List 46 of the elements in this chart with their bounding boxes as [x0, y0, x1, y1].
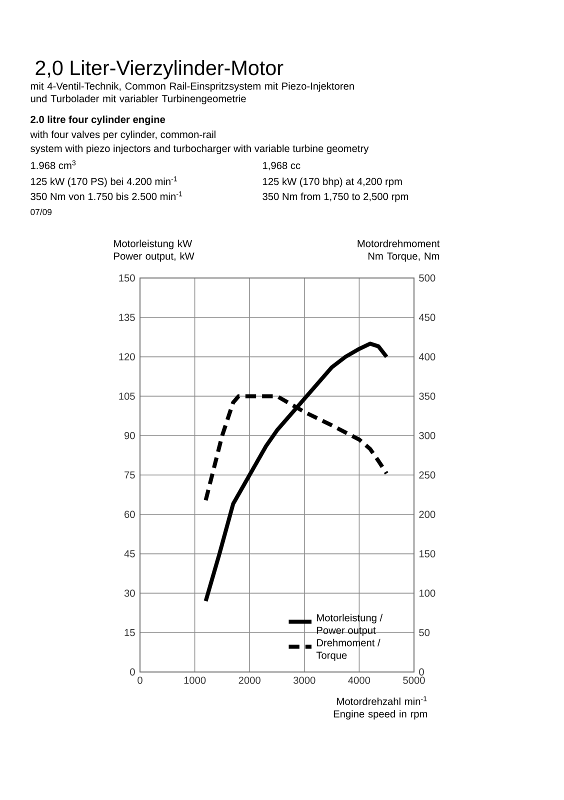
text: 125 kW (170 bhp) at 4,200 rpm — [263, 178, 402, 188]
y-axis-title: Motorleistung kW Power output, kW — [114, 240, 194, 262]
x-tick-label: 4000 — [348, 676, 370, 684]
chart-title: 2,0 Liter-Vierzylinder-Motor — [36, 60, 284, 80]
y2-tick-label: 50 — [419, 628, 430, 636]
y2-tick-label: 0 — [419, 668, 424, 676]
y-tick-label: 135 — [119, 314, 135, 321]
text: Motordrehzahl min$^{-1}$ Engine speed in rpm — [334, 696, 428, 720]
y2-tick-label: 400 — [418, 353, 436, 360]
x-tick-label: 3000 — [294, 676, 316, 684]
text: 350 Nm von 1.750 bis 2.500 min$^{-1}$ — [30, 191, 182, 200]
text: system with piezo injectors and turbocharger with variable turbine geometry — [30, 144, 369, 154]
text: 2.0 litre four cylinder engine — [30, 116, 166, 126]
x-tick-label: 5000 — [403, 676, 425, 684]
x-tick-label: 2000 — [238, 676, 260, 684]
y2-tick-label: 450 — [418, 314, 436, 321]
y2-tick-label: 150 — [419, 550, 436, 558]
text: 07/09 — [30, 208, 52, 216]
text: with four valves per cylinder, common-rail — [30, 130, 216, 140]
text: 125 kW (170 PS) bei 4.200 min$^{-1}$ — [31, 176, 178, 188]
y2-tick-label: 350 — [419, 392, 436, 400]
y-tick-label: 30 — [124, 590, 135, 597]
y-tick-label: 105 — [119, 392, 135, 400]
text: 1,968 cc — [263, 162, 300, 170]
y-tick-label: 15 — [124, 629, 135, 636]
text: 350 Nm from 1,750 to 2,500 rpm — [262, 192, 408, 202]
line-series — [204, 342, 389, 604]
y-tick-label: 0 — [130, 668, 135, 676]
y2-tick-label: 300 — [419, 432, 436, 440]
y2-tick-label: 500 — [419, 274, 436, 282]
y2-tick-label: 250 — [419, 471, 436, 479]
y-tick-label: 90 — [124, 432, 135, 440]
y-tick-label: 45 — [124, 550, 135, 558]
y2-axis-title: Motordrehmoment Nm Torque, Nm — [358, 240, 440, 262]
text: 1.968 cm$^{3}$ — [31, 160, 76, 170]
chart-subtitle: mit 4-Ventil-Technik, Common Rail-Einspritzsystem mit Piezo-Injektoren und Turbolader mit variabler Turbinengeometrie — [30, 82, 354, 104]
y-tick-label: 120 — [119, 353, 135, 360]
y2-tick-label: 100 — [419, 590, 436, 597]
x-tick-label: 0 — [138, 676, 142, 684]
y-tick-label: 75 — [124, 471, 135, 479]
legend-label: Motorleistung / Power output — [317, 614, 383, 636]
y-tick-label: 150 — [119, 274, 135, 282]
x-tick-label: 1000 — [184, 676, 206, 684]
legend-label: Drehmoment / Torque — [316, 638, 380, 661]
y-tick-label: 60 — [124, 510, 135, 518]
y2-tick-label: 200 — [419, 510, 436, 518]
